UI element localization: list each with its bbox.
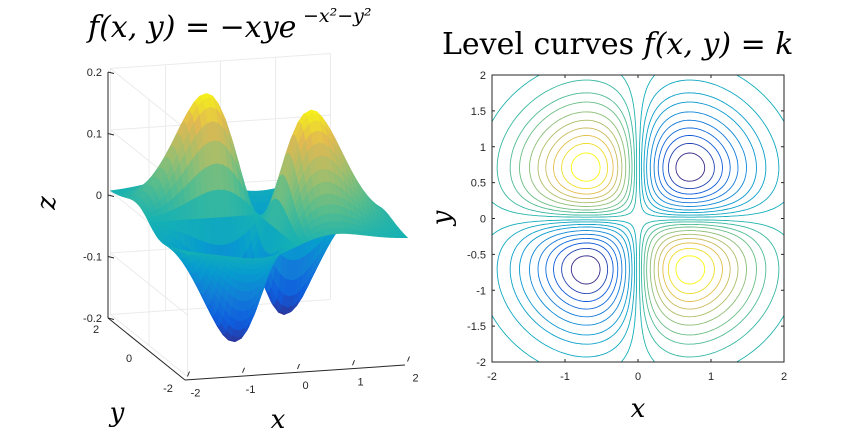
contour-y-tick-label: 0.5: [471, 178, 486, 190]
z-tick: [107, 317, 115, 320]
contour-level-line: [529, 111, 747, 326]
contour-level-line: [509, 92, 767, 345]
x-tick: [352, 360, 355, 366]
z-tick-label: 0: [96, 190, 102, 202]
x-axis-label: x: [271, 405, 286, 435]
contour-level-line: [553, 135, 723, 302]
contour-level-line: [537, 119, 739, 318]
z-tick: [107, 256, 115, 259]
contour-level-line: [519, 101, 757, 336]
contour-y-tick-label: 0: [480, 214, 486, 226]
contour-level-line: [496, 79, 780, 358]
contour-level-line: [561, 142, 715, 295]
contour-level-line: [553, 135, 723, 302]
contour-level-line: [529, 111, 747, 326]
x-tick-label: 2: [412, 373, 418, 385]
contour-level-line: [519, 101, 757, 336]
x-tick-label: -2: [191, 388, 201, 400]
contour-level-line: [545, 127, 731, 310]
contour-title: Level curves f(x, y) = k: [442, 27, 793, 62]
surface-title: f(x, y) = −xye: [86, 10, 296, 45]
contour-tick-labels: -2 -1 0 1 2 2 1.5 1 0.5 0 -0.5 -1 -1.5 -2: [467, 70, 787, 383]
contour-level-line: [491, 74, 785, 363]
surface-title-exponent: −x²−y²: [303, 5, 372, 27]
surface-mesh: [109, 93, 409, 343]
z-tick: [107, 133, 115, 136]
contour-level-line: [496, 79, 780, 358]
contour-level-line: [509, 92, 767, 345]
contour-y-tick-label: 1.5: [471, 106, 486, 118]
contour-plot: Level curves f(x, y) = k -2 -1 0 1 2 2 1.5 1 0.5…: [427, 27, 793, 424]
y-tick-label: 2: [93, 324, 99, 336]
contour-level-line: [545, 127, 731, 310]
contour-x-tick-label: 1: [708, 371, 714, 383]
z-tick: [107, 194, 115, 197]
contour-y-tick-label: -1.5: [467, 321, 486, 333]
contour-level-line: [561, 142, 715, 295]
x-tick-label: -1: [246, 384, 256, 396]
contour-level-line: [537, 119, 739, 318]
y-tick-label: -2: [163, 383, 173, 395]
z-tick-label: -0.1: [83, 252, 102, 264]
x-tick: [297, 363, 300, 370]
contour-y-label: y: [427, 210, 457, 226]
x-tick-label: 0: [302, 380, 308, 392]
x-tick: [187, 371, 190, 377]
contour-level-line: [570, 152, 706, 285]
surface-plot: f(x, y) = −xye −x²−y² 0.20.10-0.1-0.2-20…: [32, 5, 419, 435]
contour-x-tick-label: 2: [781, 371, 787, 383]
contour-y-tick-label: -1: [476, 285, 486, 297]
contour-y-tick-label: -0.5: [467, 249, 486, 261]
x-tick-label: 1: [357, 376, 363, 388]
z-axis-label: z: [32, 196, 62, 211]
z-tick-label: 0.1: [87, 129, 102, 141]
contour-y-tick-label: 2: [480, 70, 486, 82]
z-tick-label: -0.2: [83, 313, 102, 325]
z-tick: [107, 71, 115, 74]
contour-level-line: [570, 152, 706, 285]
x-tick: [407, 356, 410, 362]
contour-x-label: x: [631, 394, 646, 424]
contour-plot-area: [492, 75, 784, 362]
surface-patch: [399, 235, 409, 238]
contour-lines: [491, 74, 785, 363]
contour-x-tick-label: -2: [487, 371, 497, 383]
y-tick-label: 0: [126, 353, 132, 365]
x-axis-line: [184, 364, 406, 381]
contour-y-tick-label: 1: [480, 142, 486, 154]
contour-x-tick-label: -1: [560, 371, 570, 383]
contour-title-math: f(x, y) = k: [642, 27, 794, 62]
surface-tick-labels: 0.2 0.1 0 -0.1 -0.2 -2 0 2 -2 -1 0 1 2: [83, 67, 419, 400]
y-axis-line: [107, 317, 186, 381]
contour-title-text: Level curves: [442, 27, 644, 62]
contour-level-line: [491, 74, 785, 363]
contour-x-tick-label: 0: [635, 371, 641, 383]
x-tick: [242, 367, 245, 373]
contour-y-tick-label: -2: [476, 357, 486, 369]
z-tick-label: 0.2: [87, 67, 102, 79]
y-axis-label: y: [109, 398, 125, 428]
